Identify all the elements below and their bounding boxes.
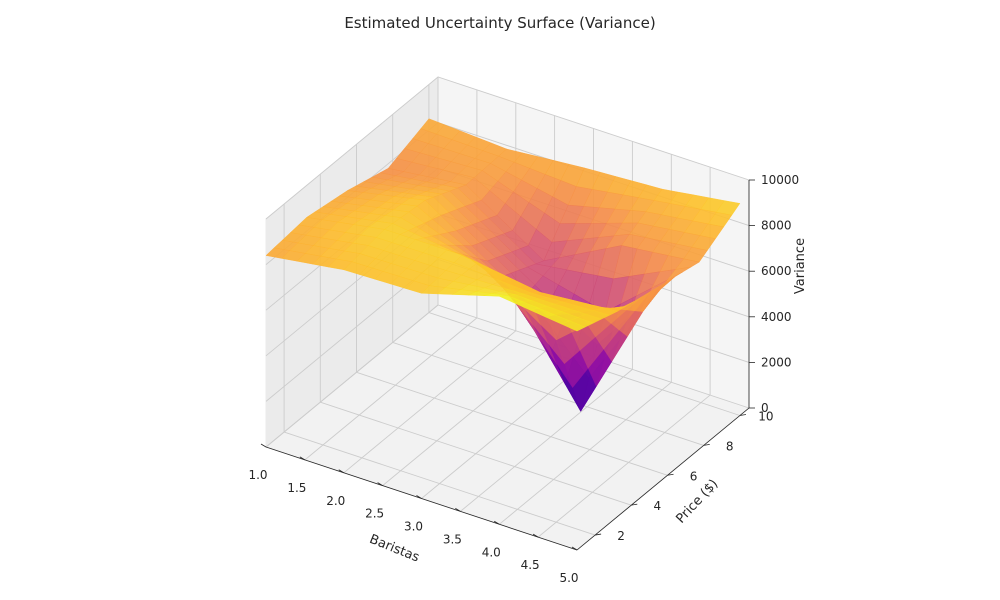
axis-panes bbox=[264, 75, 751, 551]
y-tick bbox=[631, 503, 638, 506]
x-tick-label: 4.5 bbox=[521, 558, 540, 572]
x-tick bbox=[455, 508, 461, 512]
x-tick-label: 3.0 bbox=[404, 520, 423, 534]
z-tick-label: 2000 bbox=[761, 355, 792, 369]
y-tick-label: 6 bbox=[690, 469, 698, 483]
x-tick-label: 2.0 bbox=[326, 494, 345, 508]
x-tick bbox=[260, 443, 267, 448]
x-tick bbox=[494, 520, 500, 525]
x-tick bbox=[416, 495, 422, 499]
z-gridline bbox=[265, 304, 750, 448]
z-tick-label: 6000 bbox=[761, 264, 792, 278]
x-tick bbox=[299, 456, 306, 461]
x-tick bbox=[377, 482, 383, 486]
y-axis-line bbox=[576, 407, 750, 551]
y-tick bbox=[703, 443, 710, 446]
y-tick bbox=[739, 414, 747, 416]
z-tick-label: 4000 bbox=[761, 310, 792, 324]
y-tick bbox=[667, 473, 674, 476]
y-tick-label: 2 bbox=[617, 529, 625, 543]
x-tick bbox=[338, 469, 344, 474]
z-gridline bbox=[265, 76, 750, 220]
y-tick bbox=[595, 533, 602, 536]
x-tick-label: 2.5 bbox=[365, 507, 384, 521]
z-tick-label: 0 bbox=[761, 401, 769, 415]
surface-patch bbox=[560, 320, 586, 332]
x-tick-label: 1.5 bbox=[287, 481, 306, 495]
x-tick-label: 3.5 bbox=[443, 532, 462, 546]
z-axis-label: Variance bbox=[793, 238, 808, 294]
z-tick-label: 10000 bbox=[761, 173, 799, 187]
z-tick-label: 8000 bbox=[761, 219, 792, 233]
x-tick-label: 1.0 bbox=[248, 468, 267, 482]
tick-labels: 1.0 1.5 2.0 2.5 3.0 3.5 4.0 4.5 5.0 2 4 6 8 100 2000 40… bbox=[248, 173, 799, 585]
y-tick-label: 10 bbox=[758, 409, 773, 423]
x-tick-label: 5.0 bbox=[559, 571, 578, 585]
x-axis-label: Baristas bbox=[367, 532, 421, 566]
x-tick bbox=[532, 533, 539, 538]
x-tick-label: 4.0 bbox=[482, 545, 501, 559]
y-tick-label: 4 bbox=[653, 499, 661, 513]
chart-title: Estimated Uncertainty Surface (Variance) bbox=[344, 14, 656, 32]
y-tick-label: 8 bbox=[726, 439, 734, 453]
y-axis-label: Price ($) bbox=[673, 477, 721, 527]
surface-plot bbox=[265, 118, 741, 412]
x-tick bbox=[571, 546, 578, 551]
